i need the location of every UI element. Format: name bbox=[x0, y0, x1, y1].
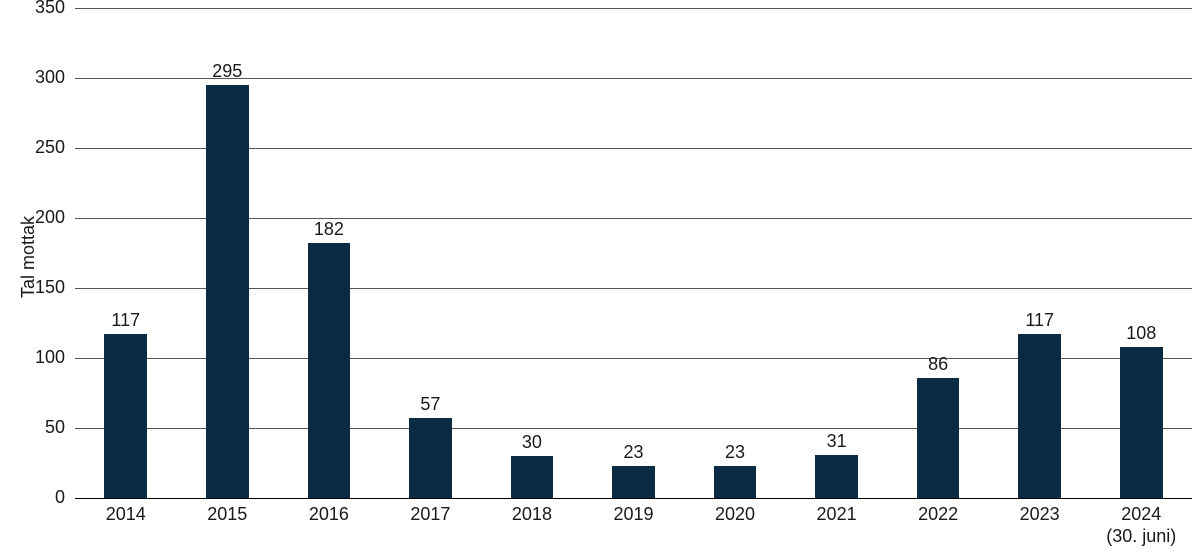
plot-area: 117295182573023233186117108 bbox=[75, 8, 1192, 498]
xtick-label: 2023 bbox=[989, 504, 1091, 525]
bar bbox=[104, 334, 147, 498]
bar bbox=[206, 85, 249, 498]
xtick-label: 2024 bbox=[1090, 504, 1192, 525]
bar bbox=[308, 243, 351, 498]
xtick-label: 2022 bbox=[887, 504, 989, 525]
bar-value-label: 295 bbox=[177, 61, 279, 82]
bar-value-label: 30 bbox=[481, 432, 583, 453]
ytick-label: 200 bbox=[0, 207, 65, 228]
xtick-label: 2014 bbox=[75, 504, 177, 525]
ytick-label: 350 bbox=[0, 0, 65, 18]
ytick-label: 100 bbox=[0, 347, 65, 368]
bar bbox=[1120, 347, 1163, 498]
bar bbox=[714, 466, 757, 498]
bar bbox=[1018, 334, 1061, 498]
xtick-label: 2015 bbox=[177, 504, 279, 525]
xtick-label: 2021 bbox=[786, 504, 888, 525]
bar-value-label: 57 bbox=[380, 394, 482, 415]
ytick-label: 300 bbox=[0, 67, 65, 88]
ytick-label: 0 bbox=[0, 487, 65, 508]
xtick-label: 2019 bbox=[583, 504, 685, 525]
bar bbox=[612, 466, 655, 498]
x-axis-baseline bbox=[75, 498, 1192, 499]
xtick-label: 2018 bbox=[481, 504, 583, 525]
bar bbox=[409, 418, 452, 498]
bar-value-label: 23 bbox=[583, 442, 685, 463]
ytick-label: 50 bbox=[0, 417, 65, 438]
bar-value-label: 23 bbox=[684, 442, 786, 463]
bar bbox=[815, 455, 858, 498]
bar bbox=[917, 378, 960, 498]
bar bbox=[511, 456, 554, 498]
ytick-label: 150 bbox=[0, 277, 65, 298]
gridline bbox=[75, 8, 1192, 9]
bar-value-label: 117 bbox=[75, 310, 177, 331]
xtick-label: 2016 bbox=[278, 504, 380, 525]
xtick-label: 2020 bbox=[684, 504, 786, 525]
ytick-label: 250 bbox=[0, 137, 65, 158]
bar-value-label: 182 bbox=[278, 219, 380, 240]
xtick-label: 2017 bbox=[380, 504, 482, 525]
bar-value-label: 108 bbox=[1090, 323, 1192, 344]
bar-value-label: 86 bbox=[887, 354, 989, 375]
xtick-sublabel: (30. juni) bbox=[1090, 526, 1192, 547]
bar-value-label: 117 bbox=[989, 310, 1091, 331]
chart-root: Tal mottak 117295182573023233186117108 0… bbox=[0, 0, 1200, 558]
bar-value-label: 31 bbox=[786, 431, 888, 452]
